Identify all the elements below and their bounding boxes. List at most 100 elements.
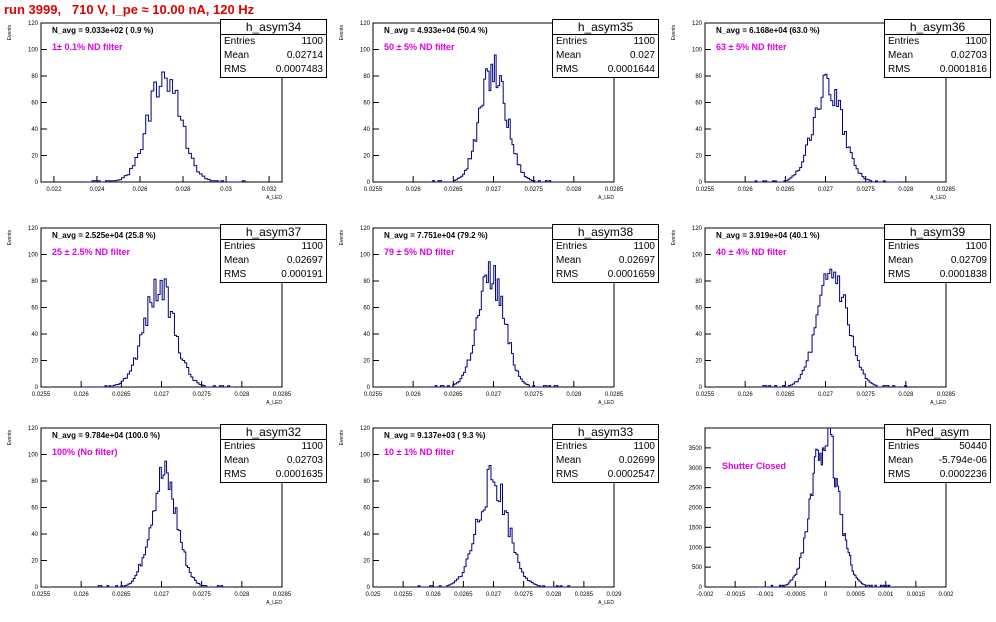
y-tick-label: 120: [360, 21, 371, 27]
y-tick-label: 120: [692, 226, 703, 232]
x-tick-label: 0.028: [898, 392, 914, 398]
histogram-name: hPed_asym: [885, 425, 990, 440]
filter-label: 1± 0.1% ND filter: [52, 42, 123, 52]
n-avg-label: N_avg = 9.033e+02 ( 0.9 %): [52, 26, 154, 35]
stats-label: RMS: [556, 64, 579, 75]
stats-row-entries: Entries 1100: [221, 240, 326, 254]
stats-label: RMS: [556, 469, 579, 480]
y-tick-label: 40: [31, 332, 38, 338]
histogram-plot: 0 20 40 60 80 100 120 0.0255 0.026 0.0265 0.027 0.0…: [339, 226, 624, 406]
y-tick-label: 40: [363, 532, 370, 538]
x-tick-label: 0.026: [426, 592, 442, 598]
n-avg-label: N_avg = 9.137e+03 ( 9.3 %): [384, 431, 486, 440]
y-tick-label: 40: [695, 332, 702, 338]
stats-row-mean: Mean 0.02697: [553, 254, 658, 268]
histogram-name: h_asym38: [553, 225, 658, 240]
histogram-line: [758, 268, 908, 388]
x-tick-label: 0.0015: [907, 592, 926, 598]
y-tick-label: 80: [31, 74, 38, 80]
histogram-pad-h_asym35: 0 20 40 60 80 100 120 0.0255 0.026 0.0265 0.027 0.0…: [332, 10, 664, 217]
x-axis-label: A_LED: [598, 195, 614, 201]
x-tick-label: 0.0285: [937, 392, 956, 398]
histogram-pad-h_asym39: 0 20 40 60 80 100 120 0.0255 0.026 0.0265 0.027 0.0…: [664, 215, 996, 422]
stats-row-mean: Mean 0.02699: [553, 454, 658, 468]
n-avg-label: N_avg = 4.933e+04 (50.4 %): [384, 26, 488, 35]
y-tick-label: 60: [363, 306, 370, 312]
stats-value: 1100: [301, 36, 323, 47]
n-avg-label: N_avg = 6.168e+04 (63.0 %): [716, 26, 820, 35]
filter-label: 63 ± 5% ND filter: [716, 42, 787, 52]
histogram-line: [757, 427, 893, 588]
y-tick-label: 0: [367, 180, 371, 186]
stats-value: 1100: [301, 441, 323, 452]
y-tick-label: 40: [695, 127, 702, 133]
x-tick-label: 0: [824, 592, 828, 598]
stats-row-mean: Mean 0.02703: [885, 49, 990, 63]
stats-value: 1100: [965, 36, 987, 47]
stats-value: 0.02703: [286, 455, 323, 466]
stats-label: Entries: [556, 36, 588, 47]
x-tick-label: 0.028: [234, 592, 250, 598]
x-tick-label: 0.0265: [444, 392, 463, 398]
histogram-line: [416, 465, 571, 588]
y-tick-label: 0: [699, 180, 703, 186]
x-tick-label: 0.028: [176, 187, 192, 193]
stats-label: RMS: [224, 469, 247, 480]
y-tick-label: 0: [367, 585, 371, 591]
histogram-name: h_asym33: [553, 425, 658, 440]
stats-value: 0.0001659: [607, 269, 655, 280]
stats-value: 50440: [959, 441, 987, 452]
x-tick-label: 0.0285: [273, 592, 292, 598]
x-axis-label: A_LED: [266, 400, 282, 406]
stats-label: Mean: [224, 455, 250, 466]
x-tick-label: 0.024: [89, 187, 105, 193]
histogram-plot: 0 20 40 60 80 100 120 0.0255 0.026 0.0265 0.027 0.0…: [7, 226, 292, 406]
y-tick-label: 0: [699, 385, 703, 391]
y-tick-label: 80: [31, 279, 38, 285]
y-tick-label: 2500: [689, 486, 703, 492]
histogram-pad-h_asym36: 0 20 40 60 80 100 120 0.0255 0.026 0.0265 0.027 0.0…: [664, 10, 996, 217]
stats-row-rms: RMS 0.0002547: [553, 468, 658, 482]
x-tick-label: 0.029: [606, 592, 622, 598]
stats-box: h_asym37 Entries 1100 Mean 0.02697 RMS 0.00019…: [220, 224, 327, 283]
x-tick-label: 0.03: [220, 187, 232, 193]
x-tick-label: 0.001: [878, 592, 894, 598]
stats-row-mean: Mean -5.794e-06: [885, 454, 990, 468]
n-avg-label: N_avg = 3.919e+04 (40.1 %): [716, 231, 820, 240]
histogram-name: h_asym37: [221, 225, 326, 240]
histogram-name: h_asym39: [885, 225, 990, 240]
stats-box: h_asym34 Entries 1100 Mean 0.02714 RMS 0.00074…: [220, 19, 327, 78]
y-tick-label: 60: [363, 506, 370, 512]
stats-box: h_asym39 Entries 1100 Mean 0.02709 RMS 0.00018…: [884, 224, 991, 283]
y-tick-label: 0: [35, 385, 39, 391]
stats-value: 0.0001635: [275, 469, 323, 480]
stats-row-mean: Mean 0.027: [553, 49, 658, 63]
x-tick-label: -0.0015: [725, 592, 746, 598]
y-tick-label: 0: [35, 585, 39, 591]
y-tick-label: 3500: [689, 446, 703, 452]
histogram-name: h_asym34: [221, 20, 326, 35]
y-tick-label: 20: [31, 154, 38, 160]
x-tick-label: 0.0275: [856, 187, 875, 193]
x-tick-label: 0.0275: [192, 392, 211, 398]
y-tick-label: 1000: [689, 545, 703, 551]
stats-label: Entries: [224, 36, 256, 47]
x-tick-label: 0.026: [406, 392, 422, 398]
x-axis-label: A_LED: [266, 600, 282, 606]
stats-value: 1100: [633, 441, 655, 452]
y-tick-label: 100: [28, 48, 39, 54]
x-axis-label: A_LED: [266, 195, 282, 201]
y-tick-label: 100: [28, 253, 39, 259]
stats-label: Mean: [888, 255, 914, 266]
histogram-plot: 0 20 40 60 80 100 120 0.0255 0.026 0.0265 0.027 0.0…: [671, 226, 956, 406]
x-tick-label: 0.0005: [846, 592, 865, 598]
stats-box: h_asym38 Entries 1100 Mean 0.02697 RMS 0.00016…: [552, 224, 659, 283]
x-tick-label: -0.001: [757, 592, 775, 598]
histogram-plot: 0 20 40 60 80 100 120 0.022 0.024 0.026 0.028 0.03 0…: [7, 21, 283, 201]
y-axis-label: Events: [339, 230, 345, 246]
histogram-plot: 0 20 40 60 80 100 120 0.0255 0.026 0.0265 0.027 0.0…: [7, 426, 292, 606]
x-tick-label: 0.026: [738, 392, 754, 398]
stats-row-entries: Entries 1100: [885, 240, 990, 254]
stats-row-rms: RMS 0.0001838: [885, 268, 990, 282]
x-tick-label: 0.002: [938, 592, 954, 598]
